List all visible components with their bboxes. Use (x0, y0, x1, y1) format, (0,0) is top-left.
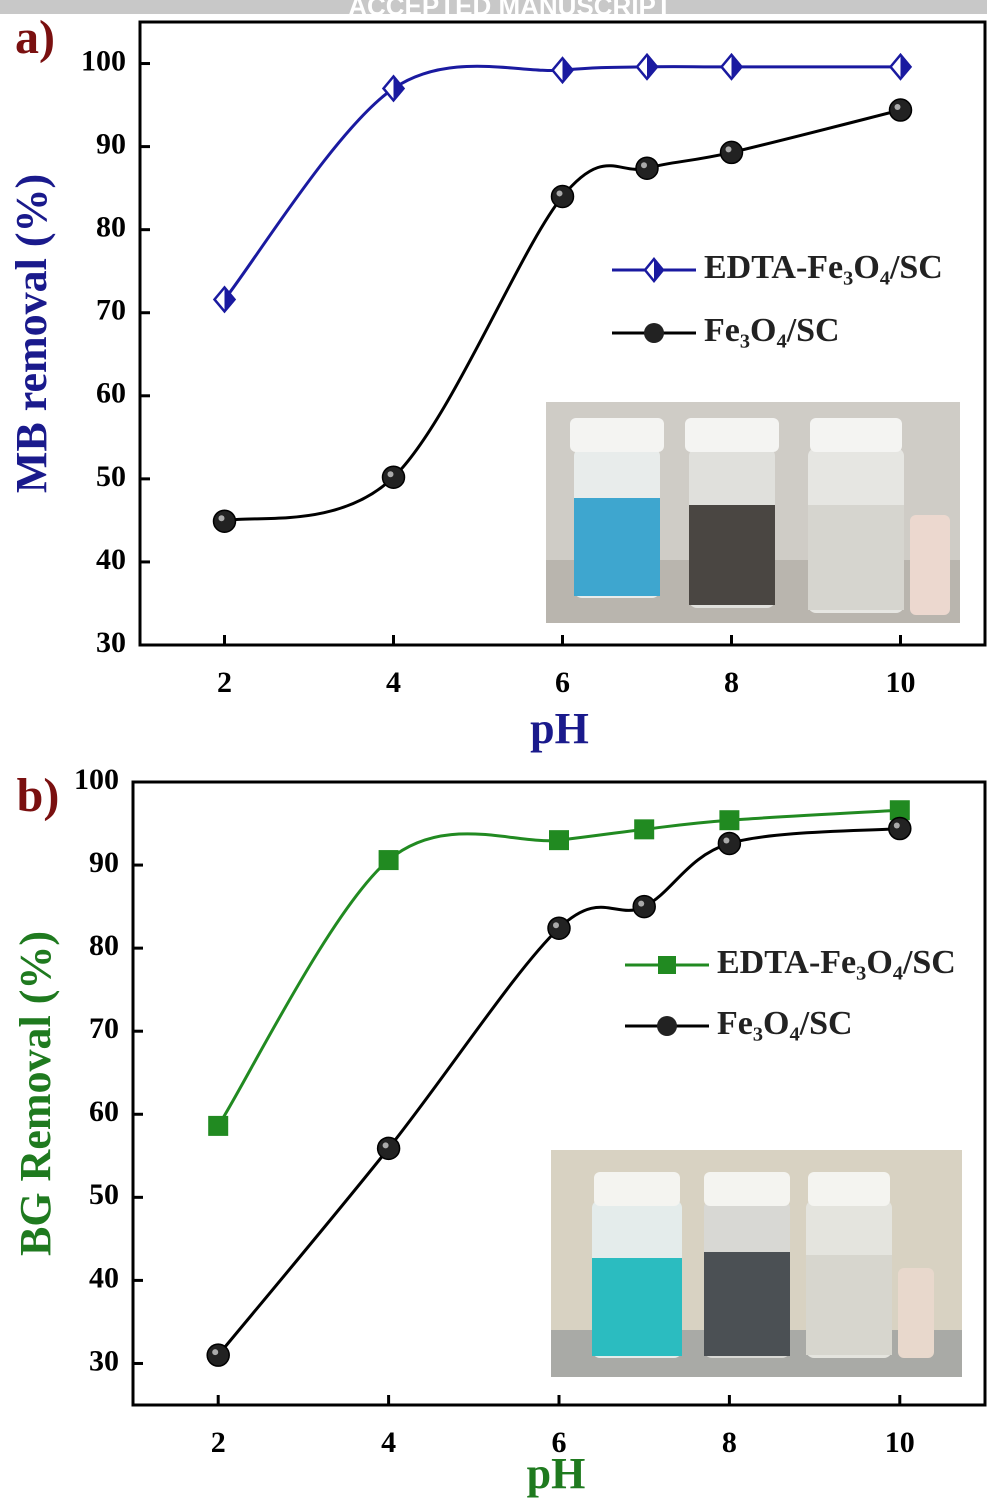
x-tick-label: 4 (386, 666, 401, 699)
x-tick-label: 10 (885, 1426, 915, 1459)
y-tick-label: 70 (89, 1012, 119, 1045)
marker (379, 850, 399, 870)
y-tick-label: 70 (96, 294, 126, 327)
marker-shine (557, 190, 563, 196)
marker-shine (388, 471, 394, 477)
x-tick-label: 8 (722, 1426, 737, 1459)
y-tick-label: 90 (89, 846, 119, 879)
marker-shine (553, 922, 559, 928)
marker (633, 896, 655, 918)
marker-shine (212, 1349, 218, 1355)
legend-marker (644, 323, 664, 343)
y-tick-label: 40 (96, 543, 126, 576)
y-tick-label: 40 (89, 1261, 119, 1294)
marker (890, 99, 912, 121)
marker (889, 818, 911, 840)
y-tick-label: 60 (89, 1095, 119, 1128)
marker-half (563, 58, 573, 82)
x-axis-label: pH (527, 1449, 586, 1498)
marker-half (647, 55, 657, 79)
inset-photo (551, 1150, 962, 1377)
marker (552, 185, 574, 207)
x-tick-label: 10 (886, 666, 916, 699)
y-tick-label: 90 (96, 127, 126, 160)
marker (548, 917, 570, 939)
legend-marker-half (654, 259, 663, 281)
marker-shine (895, 104, 901, 110)
legend-label: EDTA-Fe₃O₄/SC (717, 944, 956, 981)
marker (636, 157, 658, 179)
marker (634, 819, 654, 839)
marker-half (732, 55, 742, 79)
marker (208, 1116, 228, 1136)
marker-shine (219, 515, 225, 521)
y-tick-label: 30 (89, 1344, 119, 1377)
marker-half (901, 55, 911, 79)
y-tick-label: 60 (96, 377, 126, 410)
marker (378, 1137, 400, 1159)
x-tick-label: 2 (217, 666, 232, 699)
watermark: ACCEPTED MANUSCRIPT (348, 0, 672, 21)
marker-half (394, 76, 404, 100)
legend-marker (658, 956, 676, 974)
marker-shine (638, 901, 644, 907)
marker (721, 141, 743, 163)
panel-label: b) (17, 769, 60, 822)
x-axis-label: pH (530, 704, 589, 753)
marker (719, 810, 739, 830)
figure: ACCEPTED MANUSCRIPT 30 40 50 60 70 80 90 100 2 4 6… (0, 0, 987, 1503)
marker (207, 1344, 229, 1366)
marker-shine (641, 162, 647, 168)
marker-shine (726, 146, 732, 152)
x-tick-label: 2 (211, 1426, 226, 1459)
x-tick-label: 4 (381, 1426, 396, 1459)
marker (214, 510, 236, 532)
legend-label: Fe₃O₄/SC (704, 312, 840, 349)
marker (383, 466, 405, 488)
y-tick-label: 100 (74, 763, 119, 796)
y-tick-label: 30 (96, 626, 126, 659)
y-tick-label: 50 (89, 1178, 119, 1211)
legend-marker (657, 1016, 677, 1036)
y-tick-label: 50 (96, 460, 126, 493)
legend-label: EDTA-Fe₃O₄/SC (704, 249, 943, 286)
y-tick-label: 100 (81, 44, 126, 77)
y-axis-label: BG Removal (%) (11, 931, 60, 1256)
y-tick-label: 80 (96, 211, 126, 244)
marker-shine (894, 823, 900, 829)
x-tick-label: 8 (724, 666, 739, 699)
x-tick-label: 6 (555, 666, 570, 699)
marker-shine (723, 837, 729, 843)
legend-label: Fe₃O₄/SC (717, 1005, 853, 1042)
y-axis-label: MB removal (%) (7, 174, 56, 493)
inset-photo (546, 402, 960, 623)
y-tick-label: 80 (89, 929, 119, 962)
panel-label: a) (15, 11, 55, 64)
marker (718, 832, 740, 854)
marker (549, 830, 569, 850)
marker-shine (383, 1142, 389, 1148)
